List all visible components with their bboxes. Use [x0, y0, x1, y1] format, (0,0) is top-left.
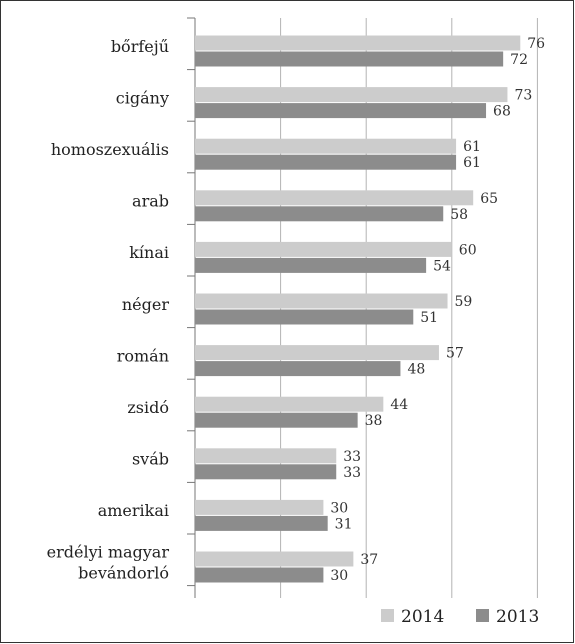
legend-swatch-2014: [381, 609, 394, 622]
value-label-2014-4: 60: [459, 242, 477, 258]
category-label-3: arab: [132, 191, 169, 210]
bar-2014-1: [195, 87, 508, 103]
value-label-2013-10: 30: [330, 568, 348, 584]
category-label-2: homoszexuális: [51, 140, 169, 159]
legend-label-2014: 2014: [401, 607, 444, 627]
bar-2014-6: [195, 345, 439, 361]
bar-2013-4: [195, 257, 427, 273]
bar-2013-5: [195, 309, 414, 325]
value-label-2013-0: 72: [510, 52, 528, 68]
bar-2014-4: [195, 241, 452, 257]
value-label-2014-10: 37: [360, 552, 378, 568]
bar-2013-7: [195, 412, 358, 428]
category-label-0: bőrfejű: [111, 36, 169, 55]
bars: [195, 35, 521, 583]
category-label-8: sváb: [132, 449, 169, 468]
value-label-2013-7: 38: [365, 413, 383, 429]
value-labels: 7672736861616558605459515748443833333031…: [330, 36, 545, 584]
bar-2014-10: [195, 551, 354, 567]
value-label-2013-9: 31: [335, 516, 353, 532]
bar-2014-0: [195, 35, 521, 51]
bar-2014-2: [195, 138, 457, 154]
bar-2014-9: [195, 499, 324, 515]
value-label-2014-0: 76: [527, 36, 545, 52]
bar-2014-7: [195, 396, 384, 412]
category-labels: bőrfejű cigány homoszexuális arab kínai néger…: [47, 36, 170, 582]
value-label-2014-8: 33: [343, 449, 361, 465]
bar-2013-6: [195, 361, 401, 377]
value-label-2014-1: 73: [514, 88, 532, 104]
category-label-5: néger: [122, 294, 169, 313]
category-label-1: cigány: [116, 88, 169, 107]
value-label-2014-3: 65: [480, 191, 498, 207]
value-label-2013-5: 51: [420, 310, 438, 326]
value-label-2014-6: 57: [446, 346, 464, 362]
legend-label-2013: 2013: [496, 607, 539, 627]
bar-2014-3: [195, 190, 474, 206]
bar-2013-8: [195, 464, 337, 480]
value-label-2014-9: 30: [330, 500, 348, 516]
legend: 2014 2013: [381, 607, 539, 627]
value-label-2013-2: 61: [463, 155, 481, 171]
bar-2013-3: [195, 206, 444, 222]
value-label-2013-8: 33: [343, 465, 361, 481]
category-label-6: román: [117, 346, 169, 365]
bar-2014-8: [195, 448, 337, 464]
category-label-9: amerikai: [98, 501, 169, 520]
legend-swatch-2013: [476, 609, 489, 622]
value-label-2014-5: 59: [455, 294, 473, 310]
value-label-2014-7: 44: [390, 397, 408, 413]
bar-2014-5: [195, 293, 448, 309]
category-axis: [187, 17, 196, 598]
category-label-4: kínai: [129, 243, 169, 262]
bar-2013-1: [195, 103, 487, 119]
category-label-10: erdélyi magyar bevándorló: [47, 542, 170, 582]
value-label-2013-3: 58: [450, 207, 468, 223]
value-label-2013-4: 54: [433, 258, 451, 274]
bar-2013-10: [195, 567, 324, 583]
value-label-2013-6: 48: [407, 362, 425, 378]
bar-2013-9: [195, 515, 328, 531]
value-label-2014-2: 61: [463, 139, 481, 155]
bar-2013-2: [195, 154, 457, 170]
category-label-7: zsidó: [127, 398, 169, 417]
value-label-2013-1: 68: [493, 104, 511, 120]
bar-2013-0: [195, 51, 504, 67]
